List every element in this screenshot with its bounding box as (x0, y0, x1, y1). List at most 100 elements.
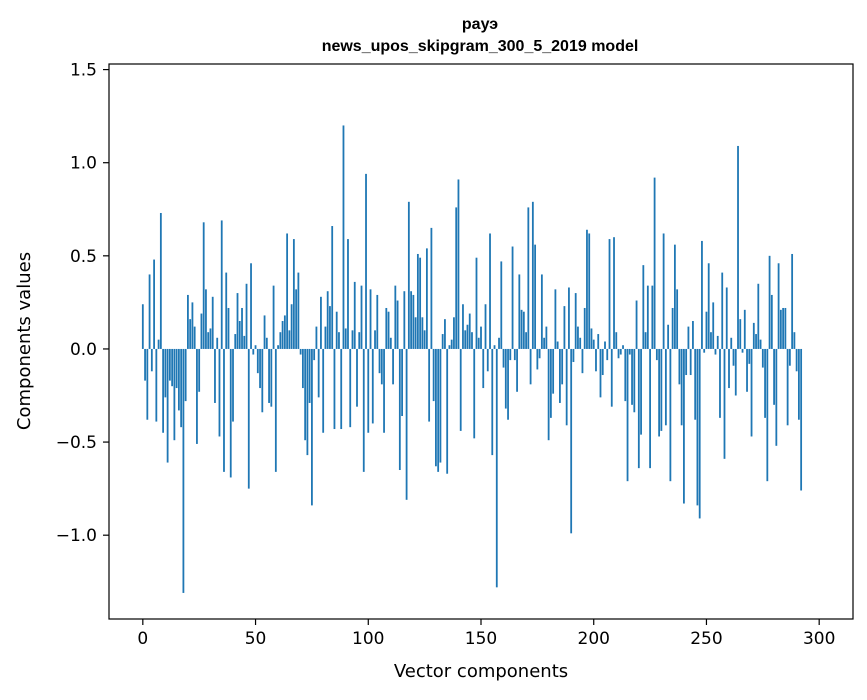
bar-component-49 (252, 348, 255, 355)
bar-component-68 (295, 289, 298, 349)
bar-component-262 (732, 348, 735, 366)
bar-component-276 (764, 348, 766, 418)
bar-component-189 (568, 287, 570, 349)
bar-component-190 (570, 348, 573, 534)
bar-component-116 (403, 291, 406, 349)
bar-component-99 (365, 173, 367, 349)
bar-component-41 (234, 334, 237, 349)
bar-component-238 (678, 348, 681, 385)
bar-component-27 (202, 222, 205, 349)
bar-component-102 (371, 348, 374, 424)
x-tick-label: 200 (578, 629, 610, 649)
bar-component-121 (414, 317, 417, 349)
bar-component-251 (707, 263, 710, 349)
bar-component-101 (369, 289, 372, 349)
bar-component-152 (484, 304, 487, 349)
bar-component-97 (360, 285, 363, 349)
bar-component-234 (669, 348, 672, 482)
x-tick-label: 0 (137, 629, 148, 649)
bar-component-240 (683, 348, 685, 504)
bar-component-218 (633, 348, 636, 413)
bar-component-180 (547, 348, 550, 441)
bar-component-81 (324, 326, 327, 349)
bar-component-12 (168, 348, 171, 381)
bar-component-7 (157, 339, 160, 349)
bar-component-154 (489, 233, 491, 349)
bar-component-181 (549, 348, 552, 418)
bar-component-282 (777, 263, 780, 349)
bar-component-94 (353, 281, 356, 349)
bar-component-280 (773, 348, 775, 405)
x-tick-label: 150 (465, 629, 497, 649)
bar-component-139 (455, 207, 458, 349)
bar-component-214 (624, 348, 627, 402)
bar-component-267 (743, 309, 746, 349)
bar-component-48 (250, 263, 252, 349)
bar-component-242 (687, 326, 690, 349)
bar-component-150 (480, 326, 482, 349)
bar-component-126 (425, 248, 428, 349)
bar-component-215 (626, 348, 629, 482)
bar-component-22 (191, 302, 194, 349)
y-tick-label: −1.0 (56, 526, 97, 546)
bar-component-82 (326, 291, 329, 349)
bar-component-241 (685, 348, 688, 376)
bar-component-204 (601, 348, 604, 376)
bar-component-153 (486, 348, 489, 372)
bar-component-80 (322, 348, 325, 433)
bar-component-60 (277, 345, 279, 349)
bar-component-275 (761, 348, 764, 368)
bar-component-159 (500, 261, 503, 349)
bar-component-33 (216, 337, 219, 349)
bar-component-45 (243, 335, 246, 349)
bar-component-157 (495, 348, 498, 588)
bar-component-179 (545, 326, 548, 349)
bar-component-20 (187, 294, 189, 349)
bar-component-87 (338, 332, 340, 349)
bar-component-163 (509, 348, 512, 361)
bar-component-9 (162, 348, 165, 433)
bar-component-17 (180, 348, 183, 428)
bar-component-75 (311, 348, 313, 506)
bar-component-92 (349, 348, 352, 428)
chart-title-line2: news_upos_skipgram_300_5_2019 model (322, 38, 639, 55)
bar-component-138 (453, 317, 455, 349)
bar-component-8 (159, 212, 162, 349)
bar-component-135 (446, 348, 449, 474)
bar-component-193 (577, 326, 579, 349)
bar-component-34 (218, 348, 221, 437)
bar-component-211 (617, 348, 620, 359)
bar-component-124 (421, 317, 424, 349)
bar-component-129 (432, 348, 435, 402)
bar-component-151 (482, 348, 485, 389)
bar-component-3 (148, 274, 151, 349)
bar-component-39 (229, 348, 232, 478)
bar-component-286 (786, 348, 789, 426)
bar-component-2 (146, 348, 149, 420)
bar-component-6 (155, 348, 158, 422)
bar-component-72 (304, 348, 307, 441)
bar-component-243 (689, 348, 692, 376)
bar-component-217 (631, 348, 633, 405)
x-axis-ticks: 0 50 100 150 200 250 300 (137, 619, 835, 649)
bar-component-156 (493, 345, 496, 349)
bar-component-231 (662, 233, 665, 349)
bar-component-137 (450, 339, 453, 349)
bar-component-161 (504, 348, 507, 409)
bar-component-166 (516, 348, 518, 392)
bar-component-212 (619, 348, 622, 355)
bar-component-88 (340, 348, 343, 430)
bar-component-128 (430, 227, 433, 349)
bar-component-279 (770, 294, 773, 349)
bar-component-36 (223, 348, 225, 472)
bar-component-168 (520, 309, 523, 349)
bar-component-77 (315, 326, 318, 349)
bar-component-31 (211, 296, 214, 349)
bar-component-26 (200, 313, 203, 349)
bar-component-252 (710, 332, 712, 349)
bar-component-222 (642, 265, 645, 349)
bar-component-174 (534, 244, 537, 349)
bar-component-158 (498, 337, 500, 349)
bar-component-155 (491, 348, 494, 456)
